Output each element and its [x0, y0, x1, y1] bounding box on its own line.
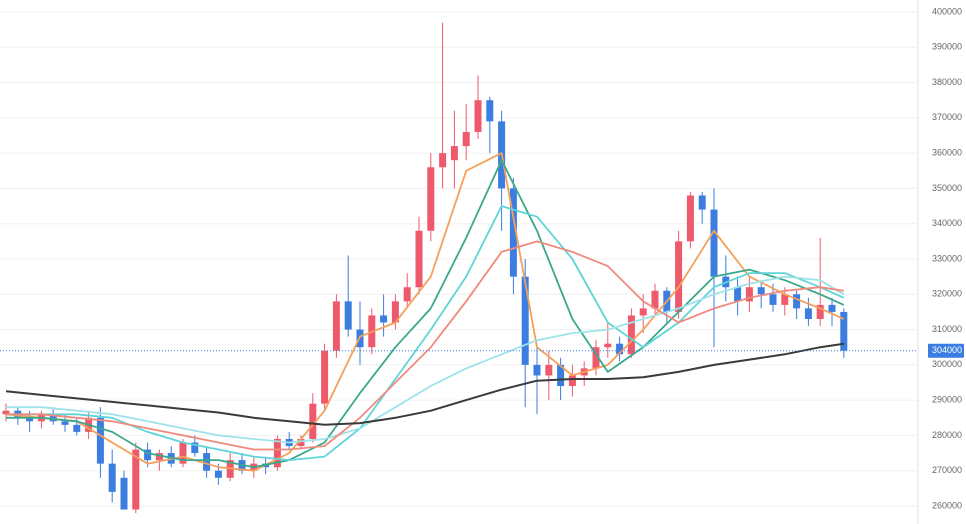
candle-body	[627, 315, 635, 355]
y-tick-label: 340000	[932, 218, 962, 228]
candle-body	[144, 449, 152, 461]
candle-body	[191, 442, 199, 454]
candle-body	[297, 438, 305, 447]
candle-body	[273, 438, 281, 468]
moving-average-line	[6, 205, 845, 462]
candle-body	[616, 343, 624, 355]
candle-body	[321, 350, 329, 404]
candle-body	[734, 287, 742, 302]
moving-average-line	[6, 159, 845, 469]
candle-body	[2, 410, 10, 415]
moving-average-line	[6, 275, 845, 444]
candle-body	[521, 276, 529, 365]
y-tick-label: 290000	[932, 395, 962, 405]
candle-body	[804, 308, 812, 319]
candle-body	[474, 100, 482, 132]
candle-body	[816, 304, 824, 319]
candle-body	[533, 364, 541, 376]
candle-body	[155, 453, 163, 461]
candle-body	[592, 347, 600, 369]
y-tick-label: 320000	[932, 289, 962, 299]
candle-body	[132, 449, 140, 510]
candle-body	[403, 287, 411, 302]
candle-body	[108, 463, 116, 492]
candle-body	[332, 301, 340, 351]
y-tick-label: 280000	[932, 430, 962, 440]
last-price-label: 304000	[932, 345, 962, 355]
candle-body	[781, 294, 789, 305]
y-tick-label: 400000	[932, 6, 962, 16]
candle-body	[427, 167, 435, 231]
candle-body	[686, 195, 694, 242]
candle-body	[380, 315, 388, 323]
candle-body	[309, 403, 317, 439]
moving-average-line	[5, 342, 844, 426]
y-tick-label: 300000	[932, 359, 962, 369]
candle-body	[344, 301, 352, 330]
candle-body	[745, 287, 753, 302]
y-tick-label: 270000	[932, 465, 962, 475]
candle-body	[415, 230, 423, 288]
candle-body	[675, 241, 683, 312]
last-price-box	[928, 343, 964, 358]
y-tick-label: 260000	[932, 500, 962, 510]
candle-body	[486, 100, 494, 122]
moving-average-line	[6, 240, 844, 451]
candle-body	[557, 364, 565, 387]
y-tick-label: 370000	[932, 112, 962, 122]
y-tick-label: 330000	[932, 253, 962, 263]
y-tick-label: 390000	[932, 42, 962, 52]
y-tick-label: 310000	[932, 324, 962, 334]
y-tick-label: 360000	[932, 148, 962, 158]
candle-body	[568, 375, 576, 387]
candle-body	[203, 453, 211, 471]
candle-body	[651, 290, 659, 309]
moving-average-line	[5, 152, 845, 472]
candle-body	[757, 287, 765, 295]
candle-body	[73, 424, 81, 432]
candle-body	[179, 442, 187, 464]
candle-body	[391, 301, 399, 323]
candle-body	[710, 209, 718, 277]
candle-body	[769, 294, 777, 305]
candle-body	[545, 364, 553, 376]
candle-body	[604, 343, 612, 348]
candle-body	[49, 414, 57, 422]
candle-body	[450, 146, 458, 161]
candle-body	[214, 470, 222, 478]
candle-body	[840, 311, 848, 351]
candle-body	[698, 195, 706, 210]
candle-body	[61, 421, 69, 425]
candle-body	[120, 477, 128, 510]
candle-body	[462, 131, 470, 147]
candle-body	[793, 294, 801, 309]
candle-body	[509, 188, 517, 277]
candle-body	[639, 308, 647, 316]
candle-body	[439, 153, 447, 168]
candle-body	[26, 417, 34, 422]
candle-body	[828, 304, 836, 312]
y-tick-label: 350000	[932, 183, 962, 193]
candle-body	[96, 417, 104, 464]
y-tick-label: 380000	[932, 77, 962, 87]
